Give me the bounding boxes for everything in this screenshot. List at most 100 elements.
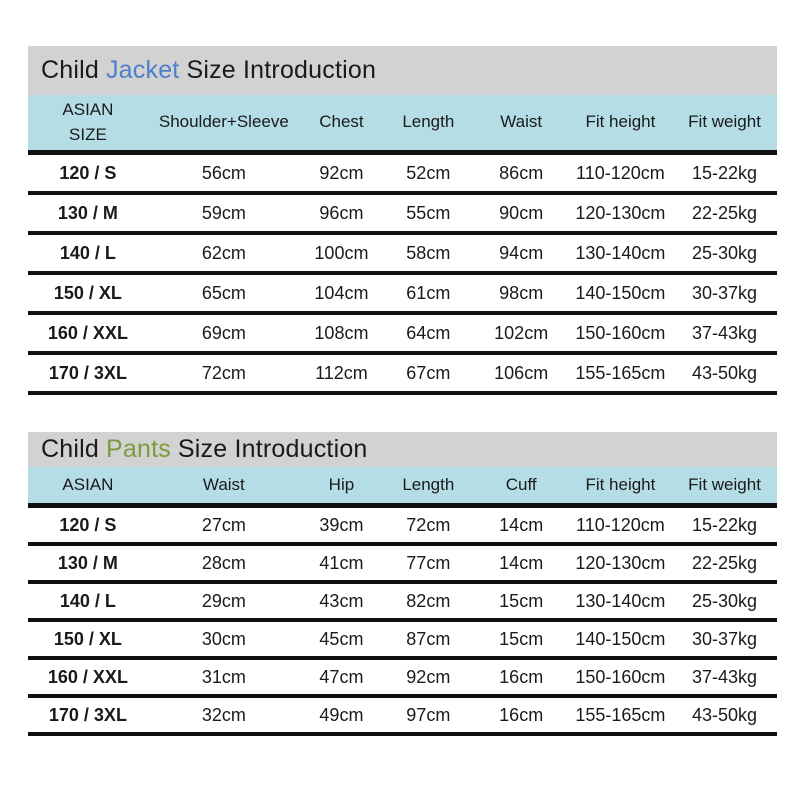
table-cell: 104cm [314, 282, 369, 303]
table-cell: 77cm [406, 552, 451, 573]
table-cell: 96cm [319, 202, 364, 223]
table-cell: 120 / S [59, 514, 117, 535]
table-cell: 110-120cm [576, 514, 665, 535]
table-cell: 112cm [315, 362, 368, 383]
column-header: Shoulder+Sleeve [158, 112, 289, 132]
table-cell: 82cm [406, 590, 451, 611]
table-row: 170 / 3XL 32cm 49cm 97cm 16cm 155-165cm 43-50k… [28, 696, 777, 734]
column-header: Length [402, 112, 455, 132]
table-cell: 16cm [499, 666, 544, 687]
column-header: Fit height [585, 112, 656, 132]
table-cell: 41cm [319, 552, 364, 573]
jacket-size-block: Child Jacket Size Introduction ASIAN SIZ… [28, 46, 777, 395]
table-cell: 72cm [406, 514, 451, 535]
table-cell: 43-50kg [692, 362, 758, 383]
table-cell: 49cm [319, 704, 364, 725]
table-row: 150 / XL 65cm 104cm 61cm 98cm 140-150cm 30-37k… [28, 273, 777, 313]
table-row: 120 / S 56cm 92cm 52cm 86cm 110-120cm 15-22kg [28, 153, 777, 193]
table-cell: 64cm [406, 322, 451, 343]
table-cell: 72cm [201, 362, 246, 383]
table-cell: 120-130cm [575, 552, 666, 573]
column-header: Waist [500, 112, 543, 132]
column-header: Length [402, 474, 455, 494]
table-cell: 120-130cm [575, 202, 666, 223]
pants-size-table: ASIAN Waist Hip Length Cuff Fit height Fit wei… [28, 467, 777, 736]
pants-table-body: 120 / S 27cm 39cm 72cm 14cm 110-120cm 15-22kg 1… [28, 506, 777, 734]
table-cell: 140 / L [59, 242, 116, 263]
table-cell: 30cm [201, 628, 246, 649]
table-cell: 25-30kg [692, 242, 758, 263]
jacket-table-header: ASIAN SIZE Shoulder+Sleeve Chest Length Wais… [28, 95, 777, 153]
table-cell: 22-25kg [692, 202, 758, 223]
table-cell: 94cm [499, 242, 544, 263]
table-row: 120 / S 27cm 39cm 72cm 14cm 110-120cm 15-22kg [28, 506, 777, 544]
column-header: Waist [202, 474, 245, 494]
table-row: 140 / L 62cm 100cm 58cm 94cm 130-140cm 25-30kg [28, 233, 777, 273]
table-cell: 25-30kg [692, 590, 758, 611]
table-row: 160 / XXL 69cm 108cm 64cm 102cm 150-160cm 37-4… [28, 313, 777, 353]
table-cell: 160 / XXL [47, 322, 128, 343]
table-cell: 43-50kg [692, 704, 758, 725]
table-cell: 67cm [406, 362, 451, 383]
column-header: ASIAN [62, 474, 114, 494]
table-cell: 45cm [319, 628, 364, 649]
column-header: Fit height [585, 474, 656, 494]
column-header: ASIAN SIZE [62, 99, 114, 144]
table-cell: 58cm [406, 242, 451, 263]
table-cell: 15cm [499, 590, 544, 611]
table-cell: 170 / 3XL [48, 704, 127, 725]
table-cell: 155-165cm [575, 704, 666, 725]
pants-title-suffix: Size Introduction [177, 435, 368, 463]
table-cell: 150-160cm [575, 322, 666, 343]
table-cell: 155-165cm [575, 362, 666, 383]
table-cell: 27cm [201, 514, 246, 535]
table-cell: 14cm [499, 552, 544, 573]
table-cell: 43cm [319, 590, 364, 611]
table-cell: 30-37kg [692, 282, 758, 303]
table-cell: 15-22kg [692, 514, 758, 535]
table-cell: 55cm [406, 202, 451, 223]
table-cell: 170 / 3XL [48, 362, 127, 383]
table-cell: 110-120cm [576, 162, 665, 183]
table-cell: 31cm [201, 666, 246, 687]
table-cell: 69cm [201, 322, 246, 343]
table-cell: 130-140cm [575, 242, 666, 263]
jacket-size-table: ASIAN SIZE Shoulder+Sleeve Chest Length Wais… [28, 95, 777, 395]
jacket-title-suffix: Size Introduction [186, 56, 377, 84]
table-cell: 15-22kg [692, 162, 758, 183]
table-cell: 106cm [494, 362, 549, 383]
table-cell: 150 / XL [53, 628, 122, 649]
table-cell: 16cm [499, 704, 544, 725]
table-row: 130 / M 59cm 96cm 55cm 90cm 120-130cm 22-25kg [28, 193, 777, 233]
header-row: ASIAN SIZE Shoulder+Sleeve Chest Length Wais… [28, 95, 777, 153]
table-row: 140 / L 29cm 43cm 82cm 15cm 130-140cm 25-30kg [28, 582, 777, 620]
pants-title-accent: Pants [105, 435, 171, 463]
table-cell: 28cm [201, 552, 246, 573]
table-cell: 140-150cm [575, 282, 666, 303]
table-cell: 92cm [319, 162, 364, 183]
table-cell: 160 / XXL [47, 666, 128, 687]
jacket-table-body: 120 / S 56cm 92cm 52cm 86cm 110-120cm 15-22kg 1… [28, 153, 777, 393]
pants-table-header: ASIAN Waist Hip Length Cuff Fit height Fit wei… [28, 467, 777, 506]
table-cell: 98cm [499, 282, 544, 303]
table-cell: 15cm [499, 628, 544, 649]
table-cell: 150 / XL [53, 282, 122, 303]
jacket-table-title: Child Jacket Size Introduction [28, 46, 777, 95]
table-cell: 37-43kg [692, 666, 758, 687]
table-cell: 39cm [319, 514, 364, 535]
table-cell: 130-140cm [575, 590, 666, 611]
jacket-title-accent: Jacket [105, 56, 180, 84]
jacket-title-prefix: Child [41, 56, 99, 84]
table-row: 130 / M 28cm 41cm 77cm 14cm 120-130cm 22-25kg [28, 544, 777, 582]
table-cell: 140 / L [59, 590, 116, 611]
table-cell: 150-160cm [575, 666, 666, 687]
table-cell: 92cm [406, 666, 451, 687]
table-cell: 56cm [201, 162, 246, 183]
table-cell: 97cm [406, 704, 451, 725]
table-cell: 29cm [201, 590, 246, 611]
table-row: 150 / XL 30cm 45cm 87cm 15cm 140-150cm 30-37kg [28, 620, 777, 658]
table-cell: 120 / S [59, 162, 117, 183]
table-row: 160 / XXL 31cm 47cm 92cm 16cm 150-160cm 37-43k… [28, 658, 777, 696]
header-row: ASIAN Waist Hip Length Cuff Fit height Fit wei… [28, 467, 777, 506]
table-cell: 62cm [201, 242, 246, 263]
